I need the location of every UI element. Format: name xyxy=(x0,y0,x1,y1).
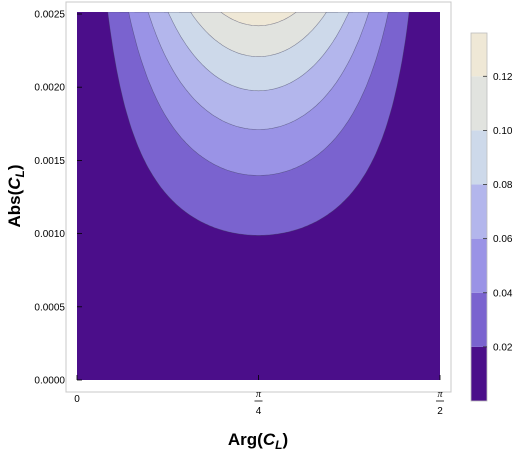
y-tick-label: 0.0020 xyxy=(34,83,65,94)
contour-band-5 xyxy=(164,12,353,57)
colorbar-tick-label: 0.12 xyxy=(493,72,513,83)
plot-frame xyxy=(65,1,452,393)
y-axis-label: Abs(CL) xyxy=(5,164,27,227)
colorbar-tick-label: 0.06 xyxy=(493,234,513,245)
colorbar-legend: 0.02 0.04 0.06 0.08 0.10 0.12 xyxy=(470,32,513,402)
x-tick-label-denominator: 4 xyxy=(256,406,262,417)
y-tick-label: 0.0000 xyxy=(34,376,65,387)
colorbar-tick-label: 0.04 xyxy=(493,288,513,299)
y-tick-label: 0.0010 xyxy=(34,229,65,240)
colorbar-tick-label: 0.02 xyxy=(493,342,513,353)
colorbar-swatch xyxy=(471,292,487,347)
colorbar-swatch xyxy=(471,76,487,131)
x-tick-label-numerator: π xyxy=(256,389,262,400)
contour-regions xyxy=(77,12,440,380)
colorbar-swatch xyxy=(471,238,487,293)
y-axis-ticks: 0.0000 0.0005 0.0010 0.0015 0.0020 0.0025 xyxy=(34,10,82,387)
y-tick-label: 0.0005 xyxy=(34,302,65,313)
colorbar-swatch xyxy=(471,130,487,185)
colorbar-swatch xyxy=(471,184,487,239)
contour-band-6 xyxy=(179,12,338,27)
x-tick-label: 0 xyxy=(74,394,80,405)
x-tick-label-denominator: 2 xyxy=(437,406,443,417)
y-tick-label: 0.0015 xyxy=(34,156,65,167)
x-tick-label-numerator: π xyxy=(437,389,443,400)
colorbar-swatch xyxy=(471,346,487,401)
x-axis-label: Arg(CL) xyxy=(228,430,288,452)
colorbar-tick-label: 0.08 xyxy=(493,180,513,191)
colorbar-swatch xyxy=(471,33,487,77)
colorbar-tick-label: 0.10 xyxy=(493,126,513,137)
colorbar-frame xyxy=(470,32,488,402)
y-tick-label: 0.0025 xyxy=(34,10,65,21)
x-axis-ticks: 0 π 4 π 2 xyxy=(74,375,444,417)
